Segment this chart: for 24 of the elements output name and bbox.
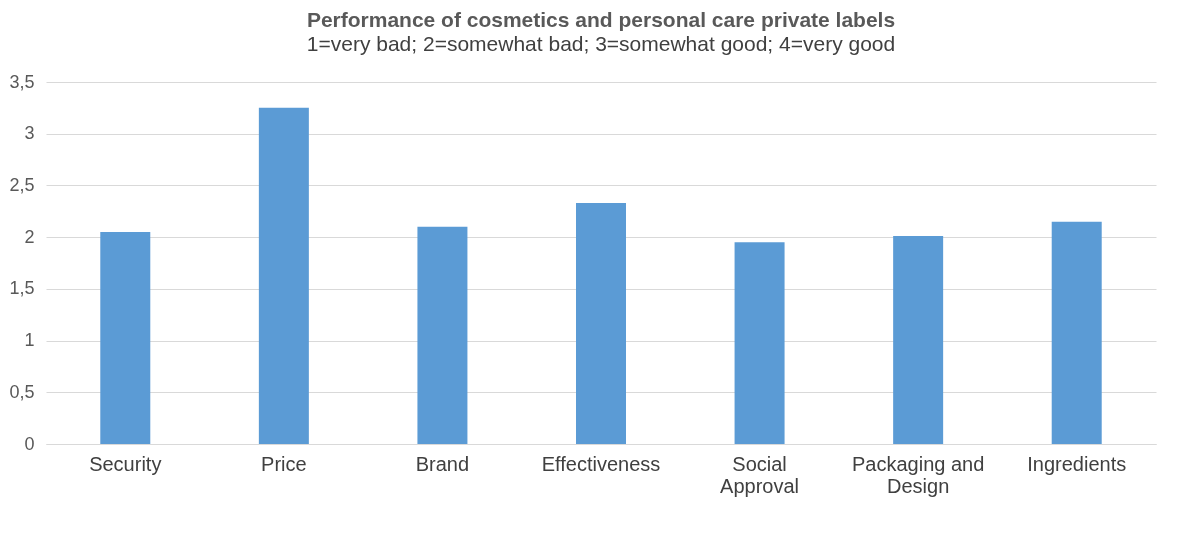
bar xyxy=(734,242,785,444)
x-tick-label: Packaging and Design xyxy=(851,452,985,497)
y-tick-label: 0,5 xyxy=(9,381,35,402)
y-tick-label: 3 xyxy=(24,123,35,144)
y-tick-label: 1 xyxy=(24,330,35,351)
bar xyxy=(417,226,468,444)
bar xyxy=(258,107,309,444)
bar xyxy=(1051,221,1102,444)
y-tick-label: 2 xyxy=(24,226,35,247)
x-tick-label: Brand xyxy=(415,452,470,475)
x-tick-label: Social Approval xyxy=(720,452,800,497)
y-tick-label: 1,5 xyxy=(9,278,35,299)
bar xyxy=(893,236,944,444)
y-tick-label: 2,5 xyxy=(9,174,35,195)
x-tick-label: Ingredients xyxy=(1027,452,1127,475)
y-tick-label: 3,5 xyxy=(9,71,35,92)
bar xyxy=(100,231,151,444)
bar xyxy=(576,203,626,444)
y-tick-label: 0 xyxy=(24,433,35,454)
chart-subtitle: 1=very bad; 2=somewhat bad; 3=somewhat good; 4=very good xyxy=(306,32,896,55)
x-tick-label: Effectiveness xyxy=(541,452,661,475)
x-tick-label: Security xyxy=(89,452,162,475)
chart-title: Performance of cosmetics and personal care private labels xyxy=(306,8,896,31)
x-tick-label: Price xyxy=(261,452,307,475)
